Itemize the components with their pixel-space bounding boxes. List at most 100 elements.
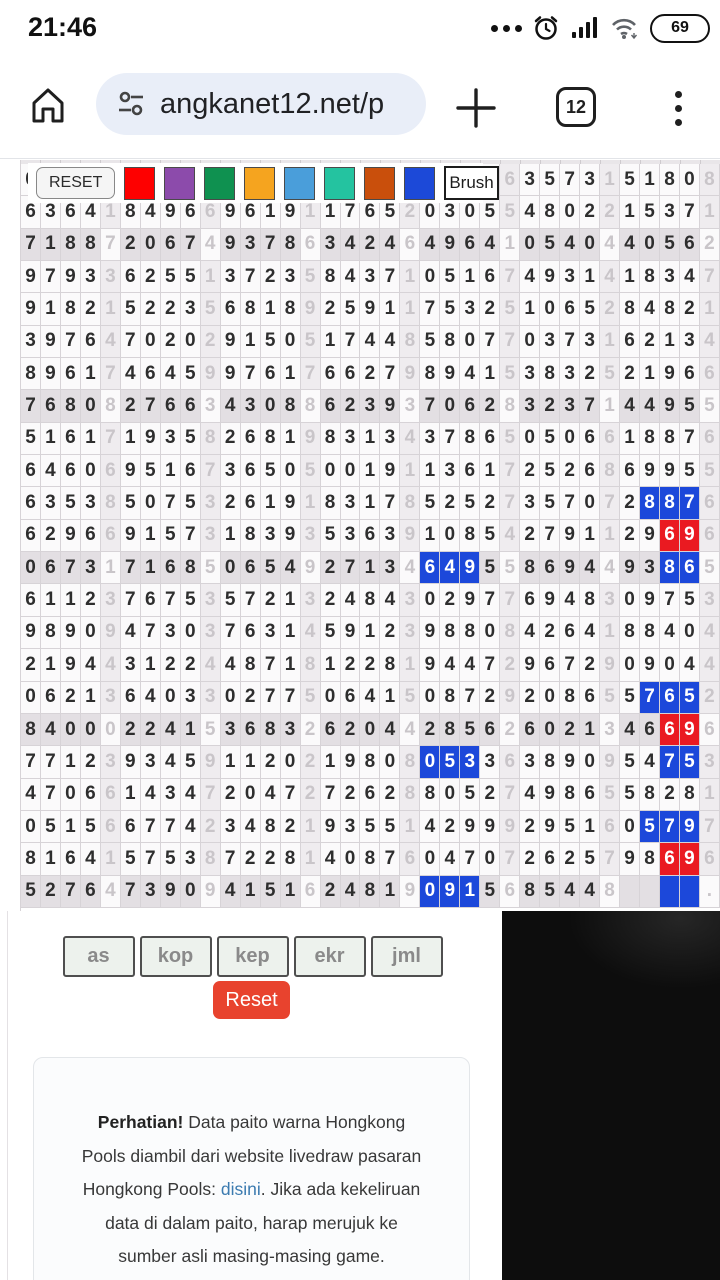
digit-cell[interactable]: 6 xyxy=(660,843,680,876)
digit-cell[interactable]: 7 xyxy=(21,228,41,262)
digit-cell[interactable]: 9 xyxy=(679,713,700,747)
digit-cell[interactable]: 1 xyxy=(660,325,680,359)
digit-cell[interactable]: 7 xyxy=(40,778,61,811)
sum-cell[interactable]: 9 xyxy=(200,746,221,779)
digit-cell[interactable]: 2 xyxy=(620,519,641,553)
digit-cell[interactable]: 1 xyxy=(360,422,381,456)
sum-cell[interactable]: 3 xyxy=(200,616,221,650)
sum-cell[interactable]: 8 xyxy=(600,875,621,908)
digit-cell[interactable]: 9 xyxy=(21,293,41,326)
sum-cell[interactable]: 7 xyxy=(100,228,121,262)
digit-cell[interactable]: 3 xyxy=(120,649,141,682)
digit-cell[interactable]: 7 xyxy=(260,228,281,262)
digit-cell[interactable]: 0 xyxy=(460,325,481,359)
sum-cell[interactable]: 1 xyxy=(600,325,621,359)
digit-cell[interactable]: 9 xyxy=(360,293,381,326)
digit-cell[interactable]: 6 xyxy=(540,843,561,876)
digit-cell[interactable]: 7 xyxy=(460,681,481,714)
digit-cell[interactable]: 4 xyxy=(440,843,461,876)
digit-cell[interactable]: 2 xyxy=(240,681,261,714)
digit-cell[interactable]: 6 xyxy=(120,681,141,714)
digit-cell[interactable]: 3 xyxy=(160,422,181,456)
sum-cell[interactable]: 1 xyxy=(400,810,421,844)
digit-cell[interactable]: 3 xyxy=(340,487,361,520)
sum-cell[interactable]: 7 xyxy=(600,843,621,876)
digit-cell[interactable]: 5 xyxy=(180,746,201,779)
sum-cell[interactable]: 6 xyxy=(100,810,121,844)
sum-cell[interactable]: 5 xyxy=(699,390,720,423)
digit-cell[interactable]: 1 xyxy=(260,196,281,229)
sum-cell[interactable]: 6 xyxy=(100,778,121,811)
digit-cell[interactable]: 1 xyxy=(320,196,341,229)
digit-cell[interactable]: 0 xyxy=(440,778,461,811)
digit-cell[interactable]: 6 xyxy=(180,196,201,229)
sum-cell[interactable]: 2 xyxy=(500,713,521,747)
digit-cell[interactable]: 9 xyxy=(640,649,660,682)
digit-cell[interactable]: 2 xyxy=(80,293,101,326)
digit-cell[interactable]: 1 xyxy=(620,261,641,294)
digit-cell[interactable]: 8 xyxy=(280,293,301,326)
digit-cell[interactable]: 9 xyxy=(60,519,81,553)
digit-cell[interactable]: 3 xyxy=(220,713,241,747)
digit-cell[interactable]: 7 xyxy=(180,228,201,262)
digit-cell[interactable]: 3 xyxy=(180,843,201,876)
digit-cell[interactable]: 6 xyxy=(220,293,241,326)
digit-cell[interactable]: 6 xyxy=(60,358,81,391)
digit-cell[interactable]: 8 xyxy=(640,778,660,811)
sum-cell[interactable]: 8 xyxy=(400,487,421,520)
digit-cell[interactable]: 5 xyxy=(460,487,481,520)
sum-cell[interactable]: 6 xyxy=(300,228,321,262)
sum-cell[interactable]: 4 xyxy=(200,228,221,262)
digit-cell[interactable]: 6 xyxy=(460,390,481,423)
digit-cell[interactable]: 5 xyxy=(640,810,660,844)
sum-cell[interactable]: 5 xyxy=(699,552,720,585)
digit-cell[interactable]: 2 xyxy=(380,616,401,650)
digit-cell[interactable]: 9 xyxy=(540,261,561,294)
digit-cell[interactable]: 3 xyxy=(220,810,241,844)
digit-cell[interactable]: 5 xyxy=(160,843,181,876)
menu-kebab-icon[interactable] xyxy=(658,85,698,131)
dark-orange-swatch[interactable] xyxy=(364,166,396,200)
digit-cell[interactable]: 8 xyxy=(560,681,581,714)
digit-cell[interactable]: 2 xyxy=(140,293,161,326)
digit-cell[interactable]: 6 xyxy=(80,325,101,359)
digit-cell[interactable]: 3 xyxy=(180,293,201,326)
digit-cell[interactable]: 4 xyxy=(160,358,181,391)
digit-cell[interactable]: 6 xyxy=(340,358,361,391)
new-tab-button[interactable] xyxy=(452,84,500,132)
sum-cell[interactable]: 5 xyxy=(300,261,321,294)
sum-cell[interactable]: 7 xyxy=(100,422,121,456)
digit-cell[interactable]: 3 xyxy=(260,519,281,553)
digit-cell[interactable]: 1 xyxy=(360,616,381,650)
digit-cell[interactable]: 4 xyxy=(120,358,141,391)
digit-cell[interactable]: 6 xyxy=(660,519,680,553)
sum-cell[interactable]: 7 xyxy=(500,778,521,811)
digit-cell[interactable]: 9 xyxy=(480,810,501,844)
digit-cell[interactable]: 2 xyxy=(260,261,281,294)
digit-cell[interactable]: 0 xyxy=(60,713,81,747)
digit-cell[interactable]: 8 xyxy=(440,713,461,747)
digit-cell[interactable]: 8 xyxy=(660,293,680,326)
digit-cell[interactable]: 9 xyxy=(380,390,401,423)
digit-cell[interactable]: 8 xyxy=(660,487,680,520)
digit-cell[interactable]: 4 xyxy=(620,713,641,747)
digit-cell[interactable]: 5 xyxy=(620,681,641,714)
sum-cell[interactable]: 4 xyxy=(699,325,720,359)
digit-cell[interactable] xyxy=(679,875,700,908)
digit-cell[interactable]: 5 xyxy=(440,746,461,779)
sum-cell[interactable]: 9 xyxy=(600,746,621,779)
sum-cell[interactable]: 1 xyxy=(200,261,221,294)
digit-cell[interactable]: 2 xyxy=(420,713,441,747)
digit-cell[interactable]: 4 xyxy=(360,325,381,359)
sum-cell[interactable]: 7 xyxy=(500,487,521,520)
digit-cell[interactable]: 2 xyxy=(480,681,501,714)
digit-cell[interactable]: 0 xyxy=(480,616,501,650)
digit-cell[interactable]: 3 xyxy=(679,325,700,359)
sum-cell[interactable]: 8 xyxy=(699,164,720,197)
digit-cell[interactable]: 4 xyxy=(679,261,700,294)
digit-cell[interactable]: 5 xyxy=(540,164,561,197)
digit-cell[interactable]: 4 xyxy=(220,649,241,682)
sum-cell[interactable]: 4 xyxy=(600,552,621,585)
digit-cell[interactable]: 7 xyxy=(460,843,481,876)
sum-cell[interactable]: 2 xyxy=(400,196,421,229)
